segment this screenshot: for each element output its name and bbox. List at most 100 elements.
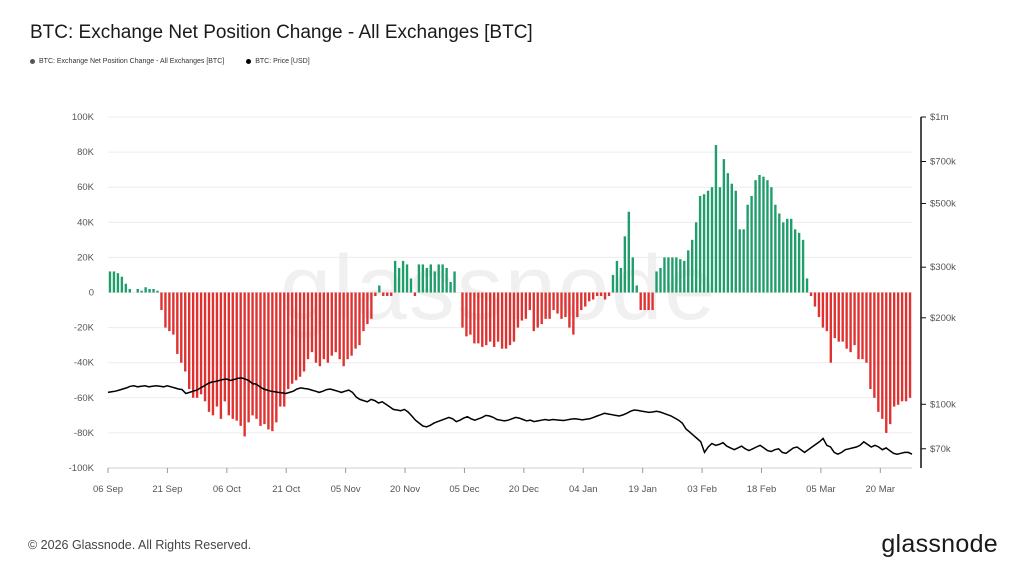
bar (211, 292, 215, 416)
bar (738, 229, 741, 293)
legend-label-net-position: BTC: Exchange Net Position Change - All … (39, 58, 225, 65)
y-left-tick-label: -60K (74, 393, 95, 404)
y-left-tick-label: 0 (89, 288, 94, 299)
bar (841, 292, 844, 342)
bar (647, 292, 650, 311)
y-right-tick-label: $1m (930, 112, 949, 123)
bar (338, 292, 341, 360)
bar (896, 292, 900, 405)
bar (809, 292, 813, 297)
bar (231, 292, 234, 419)
bar (516, 292, 520, 328)
bar (445, 267, 448, 293)
y-left-tick-label: 80K (77, 147, 95, 158)
bar (639, 292, 642, 311)
bar (770, 187, 773, 293)
bar (302, 292, 306, 372)
bar (382, 292, 385, 297)
bar (734, 190, 737, 293)
y-right-tick-label: $100k (930, 399, 956, 410)
bar (504, 292, 508, 349)
bar (219, 292, 223, 419)
bar (540, 292, 543, 325)
price-line (107, 377, 913, 456)
bar (881, 292, 884, 419)
bar (362, 292, 365, 332)
bar (813, 292, 817, 307)
bar (718, 187, 722, 293)
bar (635, 285, 638, 293)
legend-item-net-position[interactable]: BTC: Exchange Net Position Change - All … (30, 58, 224, 65)
bar (180, 292, 183, 363)
bar (564, 292, 567, 318)
bar (223, 292, 227, 402)
bar (128, 288, 131, 293)
y-right-tick-label: $70k (930, 444, 951, 455)
bar (346, 292, 349, 360)
bar (782, 222, 785, 293)
bar (679, 259, 682, 293)
bar (837, 292, 840, 342)
bar (310, 292, 314, 353)
bar (393, 260, 397, 293)
x-tick-label: 06 Sep (93, 484, 123, 495)
bar (184, 292, 187, 372)
bar (140, 290, 143, 293)
bar (374, 292, 377, 297)
bar (469, 292, 472, 335)
bar (235, 292, 238, 421)
bar (156, 290, 159, 293)
bar (370, 292, 373, 319)
bar (195, 292, 199, 398)
bar (591, 292, 595, 300)
bar (611, 274, 615, 293)
bar (548, 292, 551, 319)
bar (389, 292, 393, 297)
bar (607, 292, 611, 297)
legend-dot-icon (246, 59, 252, 64)
x-tick-label: 05 Nov (331, 484, 361, 495)
bar (778, 213, 781, 293)
bar (584, 292, 587, 307)
bar (892, 292, 896, 407)
legend-item-price[interactable]: BTC: Price [USD] (246, 58, 310, 65)
bar (536, 292, 539, 328)
bar (857, 292, 860, 360)
y-right-tick-label: $500k (930, 198, 956, 209)
bar (758, 174, 761, 293)
bar (176, 292, 179, 354)
bar (239, 292, 242, 426)
bar (726, 173, 730, 293)
bar (615, 260, 619, 293)
bar (318, 292, 322, 367)
bar (275, 292, 278, 423)
bar (655, 271, 658, 293)
bar (790, 218, 793, 293)
bar (350, 292, 353, 356)
bar (702, 194, 706, 293)
bar (263, 292, 266, 425)
bar (845, 292, 848, 349)
x-tick-label: 20 Nov (390, 484, 420, 495)
glassnode-logo: glassnode (881, 530, 998, 558)
x-tick-label: 03 Feb (687, 484, 717, 495)
bar (342, 292, 345, 367)
bar (849, 292, 852, 353)
bar (279, 292, 282, 407)
bar (322, 292, 326, 360)
bar (746, 204, 749, 293)
bar (908, 292, 912, 398)
bar (797, 232, 801, 293)
bar (829, 292, 832, 363)
bar (532, 292, 535, 332)
bar (485, 292, 488, 346)
bar (489, 292, 492, 342)
bar (160, 292, 163, 311)
bar (861, 292, 864, 360)
bar (904, 292, 908, 402)
bar (821, 292, 825, 328)
bar (473, 292, 476, 344)
bar (742, 229, 745, 293)
bar (675, 257, 678, 293)
